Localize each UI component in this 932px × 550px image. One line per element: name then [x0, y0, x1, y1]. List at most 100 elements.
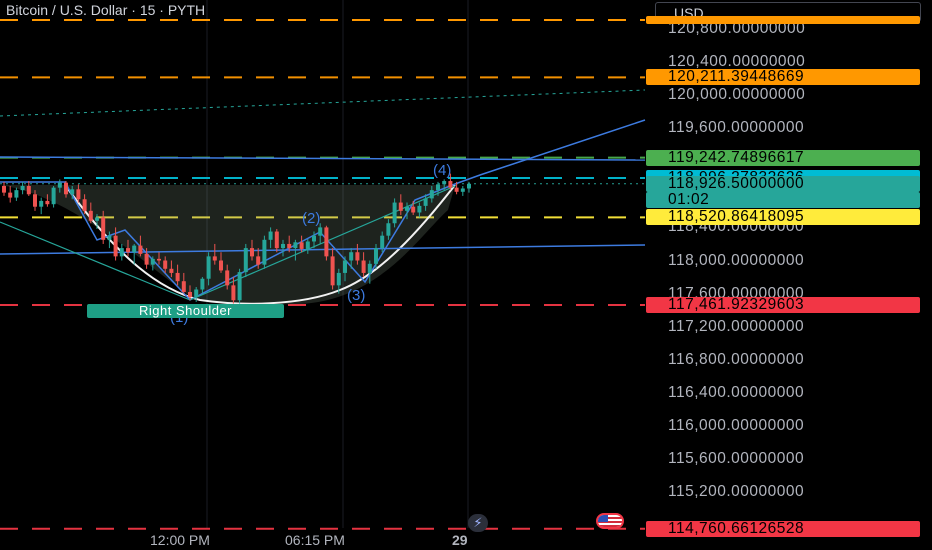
pattern-point-label: (3)	[347, 287, 366, 304]
candle-countdown: 01:02	[646, 191, 920, 208]
candle-body	[281, 243, 285, 249]
candle-body	[386, 223, 391, 236]
candle-body	[113, 235, 118, 257]
candle-body	[448, 181, 453, 188]
candle-body	[45, 200, 50, 205]
candle-body	[467, 183, 471, 189]
cup-fill	[0, 185, 455, 305]
y-tick-label: 116,400.00000000	[668, 383, 805, 401]
x-tick-label: 06:15 PM	[285, 532, 345, 548]
candle-body	[454, 187, 459, 192]
price-badge-clipped	[646, 16, 920, 24]
candle-body	[70, 189, 75, 195]
candle-body	[256, 256, 261, 265]
candle-body	[206, 256, 211, 279]
candle-body	[212, 256, 217, 261]
candle-body	[8, 192, 13, 198]
candlestick-series[interactable]	[2, 173, 471, 304]
candle-body	[436, 184, 440, 191]
candle-body	[39, 200, 44, 207]
y-tick-label: 115,200.00000000	[668, 483, 805, 501]
candle-body	[119, 248, 124, 257]
y-tick-label: 120,400.00000000	[668, 52, 806, 70]
candle-body	[144, 253, 149, 265]
candle-body	[243, 248, 248, 273]
candle-body	[343, 260, 347, 273]
candle-body	[417, 205, 422, 213]
y-tick-label: 119,600.00000000	[668, 119, 805, 137]
candle-body	[349, 252, 354, 261]
candle-body	[26, 186, 31, 195]
price-badge: 119,242.74896617	[646, 149, 920, 166]
candle-body	[299, 242, 304, 249]
candle-body	[380, 235, 385, 249]
candle-body	[150, 258, 155, 265]
y-tick-label: 116,800.00000000	[668, 350, 805, 368]
candle-body	[88, 210, 93, 221]
candle-body	[157, 258, 161, 261]
pattern-point-label: (2)	[302, 210, 321, 227]
y-tick-label: 115,600.00000000	[668, 450, 805, 468]
candle-body	[225, 270, 230, 286]
candle-body	[411, 206, 416, 213]
candle-body	[398, 202, 403, 211]
candle-body	[367, 263, 372, 273]
candle-body	[355, 252, 360, 261]
candle-body	[237, 272, 242, 301]
us-flag-icon[interactable]	[596, 513, 624, 529]
pattern-point-label: (4)	[433, 162, 452, 179]
price-badge: 118,520.86418095	[646, 209, 920, 226]
candle-body	[57, 182, 62, 188]
upper-trendline	[0, 156, 646, 161]
projection-line	[0, 89, 646, 117]
candle-body	[64, 182, 68, 195]
cup-and-handle-pattern	[0, 89, 646, 305]
candle-body	[330, 256, 335, 286]
candle-body	[231, 285, 236, 301]
neck-line	[189, 185, 456, 301]
price-badge: 120,211.39448669	[646, 69, 920, 86]
candle-body	[423, 198, 428, 206]
candle-body	[138, 245, 143, 254]
candle-body	[200, 278, 205, 290]
candle-body	[293, 242, 298, 249]
candle-body	[51, 187, 56, 205]
right-shoulder-label: Right Shoulder	[87, 304, 284, 318]
lower-trendline	[0, 244, 646, 255]
candle-body	[405, 206, 409, 211]
candle-body	[107, 235, 112, 240]
candle-body	[76, 189, 81, 200]
price-badge: 117,461.92329603	[646, 297, 920, 314]
y-tick-label: 117,200.00000000	[668, 317, 805, 335]
candle-body	[219, 260, 223, 271]
candle-body	[250, 248, 254, 257]
candle-body	[95, 217, 99, 221]
candle-body	[361, 260, 366, 273]
candle-body	[169, 268, 174, 273]
lightning-icon[interactable]: ⚡	[468, 514, 488, 532]
candle-body	[20, 186, 25, 191]
x-tick-label: 12:00 PM	[150, 532, 210, 548]
candle-body	[312, 235, 316, 242]
symbol-title[interactable]: Bitcoin / U.S. Dollar · 15 · PYTH	[6, 2, 206, 18]
candle-body	[318, 227, 323, 236]
price-badge: 114,760.66126528	[646, 520, 920, 537]
y-tick-label: 116,000.00000000	[668, 417, 805, 435]
candle-body	[175, 272, 180, 282]
candle-body	[305, 241, 310, 249]
price-badge: 118,926.50000000	[646, 175, 920, 192]
y-tick-label: 118,000.00000000	[668, 251, 805, 269]
candle-body	[262, 239, 267, 265]
candle-body	[14, 190, 19, 198]
candle-body	[132, 245, 137, 253]
candle-body	[2, 186, 6, 193]
candle-body	[460, 188, 465, 192]
candle-body	[442, 181, 447, 185]
candle-body	[194, 289, 199, 297]
candle-body	[188, 291, 192, 297]
y-tick-label: 120,000.00000000	[668, 85, 806, 103]
candle-body	[268, 231, 273, 240]
candle-body	[374, 248, 378, 264]
candle-body	[82, 199, 87, 211]
